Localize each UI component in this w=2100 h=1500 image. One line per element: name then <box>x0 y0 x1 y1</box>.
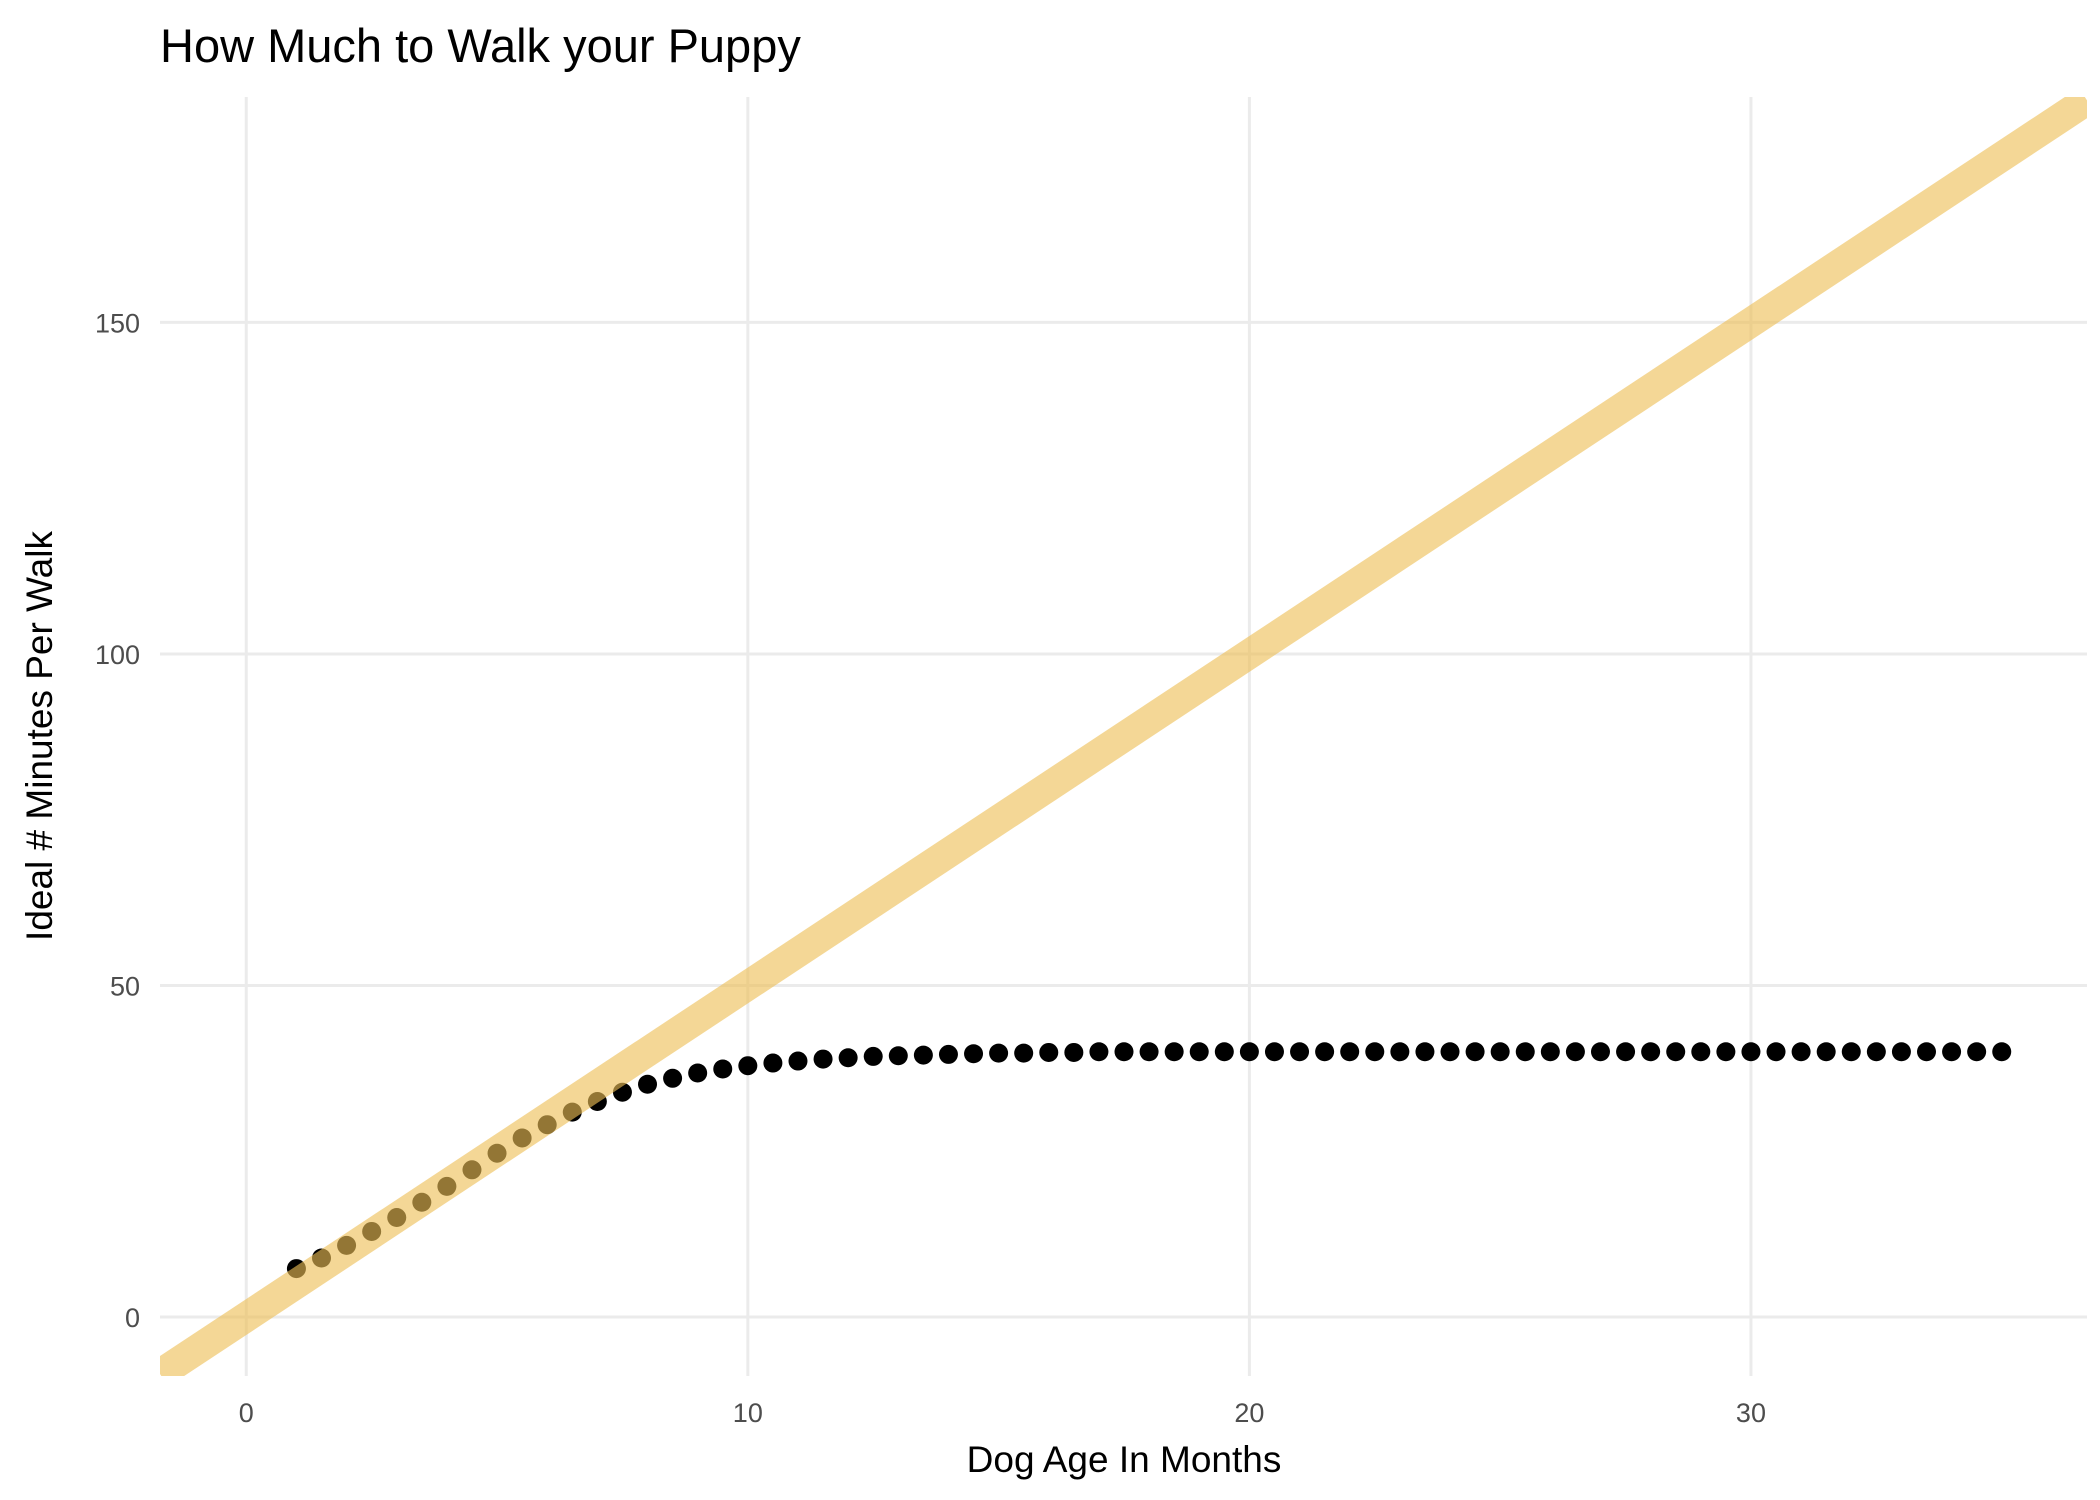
data-point <box>1014 1043 1034 1063</box>
data-point <box>1942 1042 1962 1062</box>
data-point <box>1741 1042 1761 1062</box>
data-point <box>1841 1042 1861 1062</box>
data-point <box>964 1044 984 1064</box>
y-axis-ticks: 0 50 100 150 <box>95 308 140 1333</box>
data-point <box>1189 1042 1209 1062</box>
data-point <box>1716 1042 1736 1062</box>
reference-line <box>160 97 2087 1376</box>
data-point <box>1415 1042 1435 1062</box>
x-tick-label: 0 <box>239 1398 254 1428</box>
data-point <box>1214 1042 1234 1062</box>
data-point <box>663 1068 683 1088</box>
data-point <box>1515 1042 1535 1062</box>
y-tick-label: 100 <box>95 640 140 670</box>
data-point <box>1766 1042 1786 1062</box>
data-point <box>863 1046 883 1066</box>
data-point <box>989 1043 1009 1063</box>
x-tick-label: 20 <box>1234 1398 1264 1428</box>
data-point <box>763 1053 783 1073</box>
data-point <box>1315 1042 1335 1062</box>
data-point <box>1139 1042 1159 1062</box>
data-point <box>1064 1042 1084 1062</box>
data-point <box>1590 1042 1610 1062</box>
y-tick-label: 0 <box>125 1303 140 1333</box>
x-tick-label: 30 <box>1736 1398 1766 1428</box>
data-point <box>1264 1042 1284 1062</box>
data-point <box>888 1046 908 1066</box>
reference-line-group <box>160 97 2087 1376</box>
data-point <box>1917 1042 1937 1062</box>
data-point <box>1666 1042 1686 1062</box>
data-point <box>1641 1042 1661 1062</box>
data-point <box>1114 1042 1134 1062</box>
data-point <box>713 1059 733 1079</box>
data-point <box>1967 1042 1987 1062</box>
y-axis-title: Ideal # Minutes Per Walk <box>19 531 60 941</box>
data-point <box>788 1051 808 1071</box>
x-axis-title: Dog Age In Months <box>967 1439 1282 1480</box>
data-point <box>1816 1042 1836 1062</box>
data-point <box>1290 1042 1310 1062</box>
data-point <box>1039 1042 1059 1062</box>
data-point <box>1866 1042 1886 1062</box>
y-tick-label: 150 <box>95 308 140 338</box>
data-point <box>738 1056 758 1076</box>
data-point <box>1691 1042 1711 1062</box>
data-point <box>1365 1042 1385 1062</box>
x-axis-ticks: 0 10 20 30 <box>239 1398 1766 1428</box>
data-points <box>286 1042 2012 1279</box>
data-point <box>1390 1042 1410 1062</box>
data-point <box>1616 1042 1636 1062</box>
data-point <box>1440 1042 1460 1062</box>
y-tick-label: 50 <box>110 971 140 1001</box>
data-point <box>1891 1042 1911 1062</box>
data-point <box>813 1049 833 1069</box>
chart-title: How Much to Walk your Puppy <box>160 19 801 72</box>
data-point <box>1565 1042 1585 1062</box>
data-point <box>1791 1042 1811 1062</box>
data-point <box>938 1044 958 1064</box>
data-point <box>1164 1042 1184 1062</box>
data-point <box>688 1063 708 1083</box>
data-point <box>1340 1042 1360 1062</box>
data-point <box>913 1045 933 1065</box>
data-point <box>1490 1042 1510 1062</box>
data-point <box>1239 1042 1259 1062</box>
data-point <box>638 1074 658 1094</box>
data-point <box>1540 1042 1560 1062</box>
data-point <box>1089 1042 1109 1062</box>
data-point <box>1465 1042 1485 1062</box>
data-point <box>1992 1042 2012 1062</box>
x-tick-label: 10 <box>733 1398 763 1428</box>
data-point <box>838 1048 858 1068</box>
